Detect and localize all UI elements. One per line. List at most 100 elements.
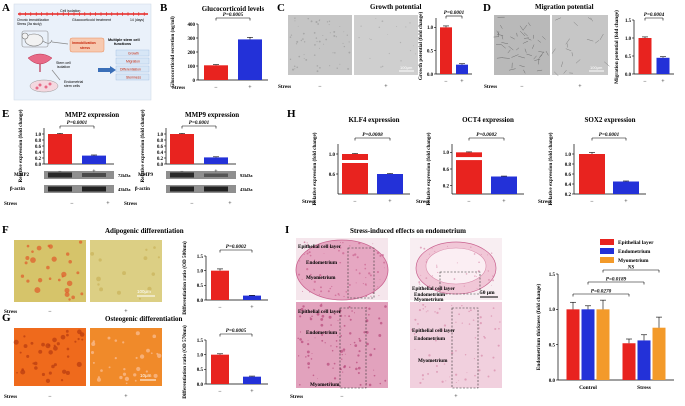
y-tick-label: 0.0	[625, 73, 632, 78]
y-tick-label: 0.0	[197, 299, 204, 304]
cell-mark	[24, 261, 28, 265]
cell-mark	[490, 315, 493, 317]
cell-mark	[497, 344, 500, 347]
cell-mark	[358, 242, 361, 245]
bar-myometrium	[652, 327, 666, 380]
cell-mark	[425, 311, 427, 313]
category-label: −	[444, 79, 448, 85]
mmp9-band-stress	[204, 173, 228, 177]
cell-mark	[56, 342, 60, 346]
cell-mark	[336, 67, 338, 69]
cell-mark	[509, 68, 516, 71]
cell-mark	[45, 378, 51, 384]
panel-letter-d: D	[483, 2, 491, 14]
legend-swatch	[600, 257, 614, 263]
cell-mark	[483, 335, 485, 338]
cell-mark	[292, 68, 294, 71]
cell-mark	[34, 287, 41, 294]
cell-mark	[157, 353, 162, 358]
cell-mark	[428, 253, 430, 255]
immobilization-stress-box: Immobilization stress	[69, 37, 105, 53]
cell-mark	[378, 334, 382, 337]
cell-mark	[379, 278, 381, 280]
cell-mark	[373, 369, 375, 371]
cell-mark	[314, 259, 316, 261]
y-tick-label: 1.5	[549, 273, 556, 278]
chart-d: 0.0 0.5 1.0 1.5 Migration potential (fold ch…	[613, 10, 674, 85]
cell-mark	[81, 338, 84, 341]
category-label: +	[624, 199, 628, 205]
cell-mark	[523, 69, 526, 74]
cell-mark	[379, 321, 383, 325]
cell-mark	[92, 361, 95, 364]
cell-mark	[143, 256, 148, 261]
mmp9-band-label: MMP9	[138, 173, 153, 178]
bar-endometrium	[581, 309, 595, 380]
mmp2-band-control	[48, 172, 72, 178]
cell-mark	[64, 287, 70, 293]
cell-mark	[314, 44, 316, 46]
cell-mark	[319, 311, 321, 313]
cell-mark	[534, 58, 541, 61]
cell-mark	[107, 336, 111, 340]
cell-mark	[381, 20, 384, 23]
panel-letter-i: I	[285, 224, 289, 236]
cell-mark	[340, 327, 342, 329]
cell-mark	[296, 40, 299, 43]
cell-mark	[306, 350, 310, 354]
panel-letter-g: G	[2, 312, 11, 324]
panel-letter-c: C	[277, 2, 285, 14]
cell-mark	[319, 304, 323, 307]
cell-mark	[135, 331, 140, 336]
cell-mark	[62, 369, 67, 374]
cell-mark	[53, 344, 56, 347]
stress-plus: +	[106, 201, 110, 207]
legend-label: Myometrium	[618, 258, 649, 264]
stress-plus: +	[124, 309, 128, 315]
cell-mark	[343, 31, 345, 33]
cell-mark	[77, 329, 82, 335]
cell-mark	[123, 367, 126, 371]
stem-cells-label: stem cells	[64, 84, 80, 88]
endo-label-1: Endometrium	[306, 260, 338, 266]
cell-mark	[421, 374, 424, 377]
cell-mark	[300, 307, 304, 311]
bar-stress	[82, 155, 106, 164]
cell-mark	[487, 270, 490, 272]
cell-mark	[590, 17, 593, 22]
cell-mark	[289, 36, 292, 38]
cell-mark	[299, 384, 301, 386]
cell-mark	[484, 336, 486, 339]
cell-mark	[360, 25, 362, 27]
cell-mark	[13, 339, 19, 345]
cell-mark	[339, 63, 341, 65]
cell-mark	[355, 361, 358, 364]
cell-mark	[306, 242, 308, 244]
cell-mark	[359, 383, 362, 386]
cell-mark	[339, 261, 342, 264]
osteo-micrograph-control	[13, 328, 86, 386]
bar-stress	[613, 181, 639, 194]
mmp9-band-control	[170, 172, 194, 178]
cell-mark	[450, 352, 454, 355]
y-tick-label: 0.2	[565, 193, 572, 198]
histology-stress-high	[410, 302, 502, 389]
cell-mark	[342, 252, 345, 255]
stress-row-label: Stress	[278, 84, 291, 90]
cell-mark	[66, 280, 73, 287]
cell-mark	[328, 315, 332, 319]
cell-mark	[303, 58, 305, 60]
cell-mark	[34, 366, 38, 370]
isolation-label: isolation	[57, 65, 70, 69]
cell-mark	[480, 354, 483, 357]
cell-mark	[455, 373, 458, 376]
cell-mark	[418, 309, 422, 312]
cell-mark	[60, 379, 64, 382]
cell-mark	[324, 331, 326, 333]
bar-myometrium	[596, 309, 610, 380]
chronic-stress-label-2: Stress (3w study)	[17, 22, 42, 26]
cell-mark	[518, 56, 525, 59]
cell-mark	[595, 39, 600, 44]
cell-mark	[492, 356, 495, 359]
bactin-row-2	[166, 185, 236, 193]
